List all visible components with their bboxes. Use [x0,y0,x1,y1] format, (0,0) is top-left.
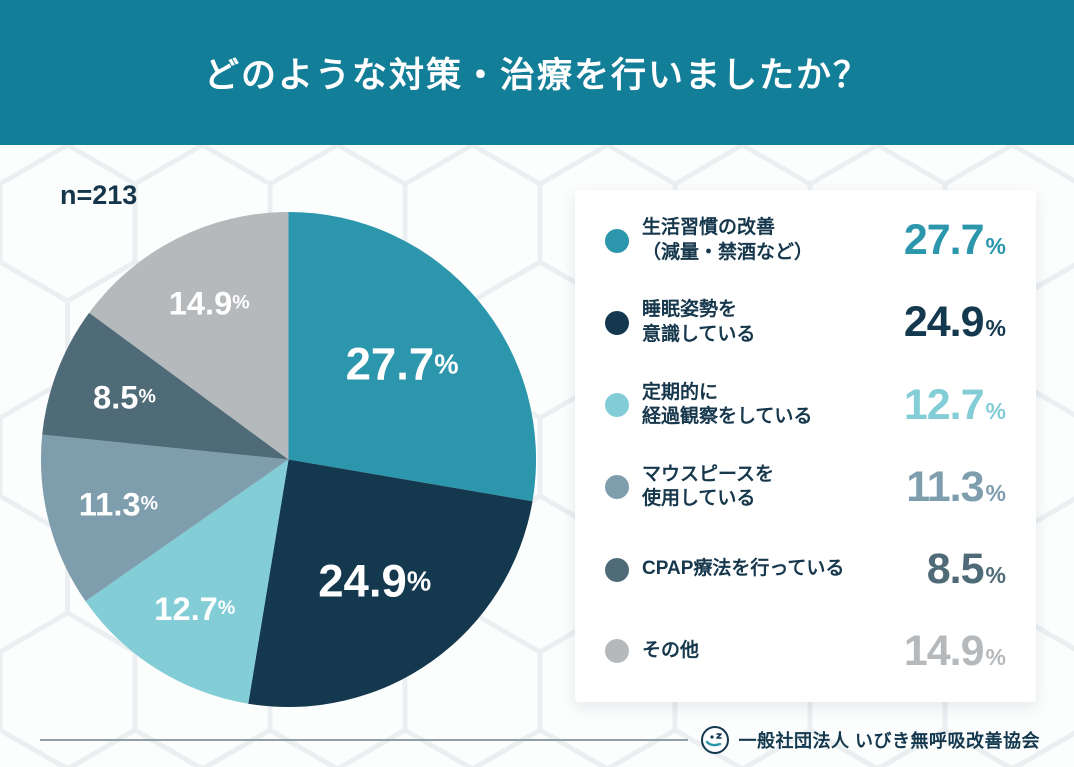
legend-value: 24.9% [903,298,1006,347]
pie-slice-label: 8.5% [93,378,156,415]
legend-label: 定期的に 経過観察をしている [642,381,813,428]
legend-color-dot [605,228,629,253]
footer-divider-line [40,739,688,741]
pie-slice-label: 11.3% [79,485,158,522]
header-banner: どのような対策・治療を行いましたか？ [0,0,1074,145]
legend-color-dot [605,310,629,335]
legend-value: 12.7% [903,380,1006,429]
footer: 一般社団法人 いびき無呼吸改善協会 [40,725,1040,755]
legend-row: マウスピースを 使用している 11.3% [605,463,1006,512]
pie-chart: 27.7% 24.9% 12.7% 11.3% 8.5% 14.9% [40,211,537,708]
legend-label: CPAP療法を行っている [642,558,845,580]
pie-chart-container: 27.7% 24.9% 12.7% 11.3% 8.5% 14.9% [36,207,541,712]
legend-color-dot [605,639,629,664]
legend-value: 8.5% [926,545,1006,594]
page-title: どのような対策・治療を行いましたか？ [203,56,870,95]
association-name: 一般社団法人 いびき無呼吸改善協会 [738,731,1040,751]
pie-slice-label: 27.7% [346,338,459,389]
pie-slice [89,211,289,460]
legend-row: 生活習慣の改善 （減量・禁酒など） 27.7% [605,216,1006,265]
chart-area: n=213 27.7% 24.9% 12.7% 11.3% 8.5% 14.9% 生活習慣… [0,145,1074,767]
pie-slice-label: 12.7% [154,590,235,627]
legend-row: CPAP療法を行っている 8.5% [605,545,1006,594]
legend-label: その他 [642,640,700,662]
legend-row: 定期的に 経過観察をしている 12.7% [605,381,1006,430]
legend-label: マウスピースを 使用している [642,463,775,510]
pie-slice-label: 14.9% [169,284,250,321]
legend-row: 睡眠姿勢を 意識している 24.9% [605,298,1006,347]
legend-color-dot [605,393,629,418]
pie-slice-label: 24.9% [318,555,431,606]
legend-value: 14.9% [903,626,1006,675]
sample-size-label: n=213 [60,180,138,210]
pie-slice [40,434,289,602]
pie-slice [42,312,289,460]
pie-slice [85,459,289,704]
legend-value: 27.7% [903,216,1006,265]
legend-label: 睡眠姿勢を 意識している [642,299,756,345]
legend-value: 11.3% [906,462,1006,511]
association-logo-icon [700,726,729,754]
legend-color-dot [605,557,629,582]
pie-slice [248,459,533,708]
pie-slice [288,211,537,502]
legend-label: 生活習慣の改善 （減量・禁酒など） [642,217,814,263]
legend-color-dot [605,475,629,500]
legend-card: 生活習慣の改善 （減量・禁酒など） 27.7% 睡眠姿勢を 意識している 24.9% 定期的… [575,190,1036,702]
legend-row: その他 14.9% [605,627,1006,676]
